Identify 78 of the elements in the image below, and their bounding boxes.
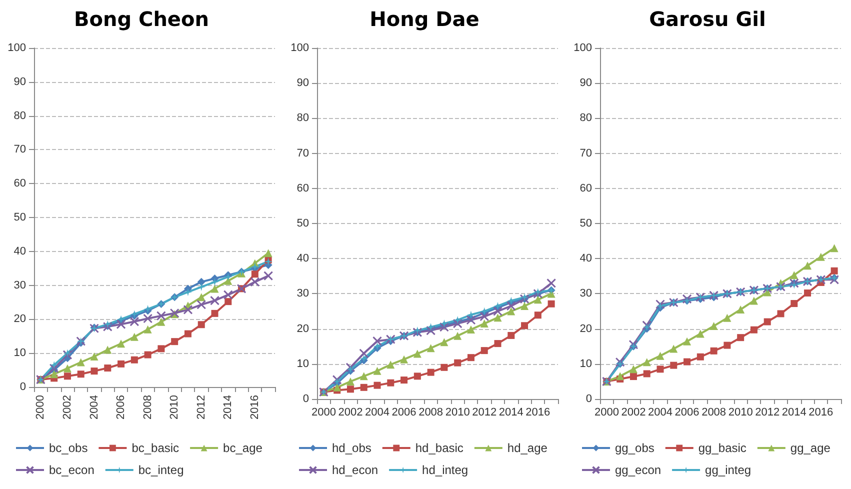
- x-tick-label: 2010: [728, 406, 753, 418]
- x-tick-label: 2006: [392, 406, 416, 418]
- x-tick-label: 2006: [115, 395, 128, 420]
- y-tick-label: 70: [296, 147, 309, 160]
- x-tick-label: 2010: [445, 406, 470, 418]
- legend-label: hd_integ: [422, 463, 468, 477]
- x-tick-label: 2012: [472, 406, 497, 418]
- y-tick-label: 10: [14, 347, 26, 360]
- y-tick-label: 80: [14, 110, 26, 122]
- y-tick-label: 60: [296, 182, 309, 194]
- x-tick-label: 2008: [702, 406, 726, 418]
- legend-label: gg_econ: [615, 463, 662, 477]
- y-tick-label: 0: [20, 381, 26, 393]
- y-tick-label: 40: [296, 252, 309, 265]
- x-tick-label: 2004: [365, 406, 390, 418]
- y-tick-label: 60: [14, 178, 26, 190]
- y-tick-label: 100: [290, 42, 309, 54]
- legend-label: hd_obs: [332, 441, 372, 455]
- y-tick-label: 90: [580, 77, 592, 90]
- legend-label: hd_econ: [332, 463, 378, 477]
- legend-label: gg_age: [790, 441, 831, 455]
- y-tick-label: 10: [580, 358, 592, 370]
- x-tick-label: 2014: [222, 395, 234, 420]
- y-tick-label: 50: [296, 218, 309, 230]
- x-tick-label: 2004: [88, 395, 100, 420]
- x-tick-label: 2002: [621, 406, 646, 418]
- y-tick-label: 80: [296, 112, 309, 124]
- x-tick-label: 2014: [498, 406, 524, 418]
- legend-label: bc_age: [223, 441, 263, 455]
- x-tick-label: 2000: [594, 406, 619, 418]
- y-tick-label: 60: [580, 182, 592, 194]
- legend-label: bc_obs: [49, 441, 88, 455]
- y-tick-label: 40: [14, 245, 26, 258]
- legend-label: gg_obs: [615, 441, 654, 455]
- x-tick-label: 2002: [338, 406, 363, 418]
- x-tick-label: 2016: [808, 406, 834, 418]
- x-tick-label: 2010: [168, 395, 181, 420]
- legend-label: gg_integ: [705, 463, 752, 477]
- y-tick-label: 30: [14, 279, 26, 292]
- x-tick-label: 2000: [34, 395, 47, 420]
- y-tick-label: 70: [14, 144, 26, 156]
- y-tick-label: 100: [8, 42, 26, 54]
- legend-label: hd_basic: [415, 441, 464, 455]
- x-tick-label: 2016: [526, 406, 550, 418]
- y-tick-label: 20: [14, 313, 26, 326]
- y-tick-label: 20: [580, 322, 592, 335]
- y-tick-label: 50: [580, 218, 592, 230]
- legend-label: bc_integ: [138, 463, 184, 477]
- x-tick-label: 2014: [782, 406, 806, 418]
- x-tick-label: 2008: [142, 395, 154, 420]
- y-tick-label: 100: [574, 42, 592, 54]
- x-tick-label: 2006: [674, 406, 700, 418]
- x-tick-label: 2004: [648, 406, 672, 418]
- x-tick-label: 2002: [61, 395, 74, 420]
- x-tick-label: 2008: [418, 406, 444, 418]
- legend-label: gg_basic: [698, 441, 746, 455]
- y-tick-label: 10: [296, 358, 309, 370]
- y-tick-label: 30: [580, 288, 592, 300]
- x-tick-label: 2016: [248, 395, 261, 420]
- x-tick-label: 2000: [311, 406, 336, 418]
- y-tick-label: 50: [14, 212, 26, 224]
- y-tick-label: 30: [296, 288, 309, 300]
- y-tick-label: 0: [586, 393, 592, 405]
- y-tick-label: 20: [296, 322, 309, 335]
- x-tick-label: 2012: [755, 406, 780, 418]
- chart-title: Bong Cheon: [74, 7, 209, 31]
- y-tick-label: 0: [302, 393, 309, 405]
- chart-title: Garosu Gil: [649, 7, 766, 31]
- chart-title: Hong Dae: [370, 7, 480, 31]
- legend-label: hd_age: [507, 441, 548, 455]
- y-tick-label: 90: [14, 76, 26, 88]
- x-tick-label: 2012: [195, 395, 208, 420]
- legend-label: bc_basic: [132, 441, 180, 455]
- y-tick-label: 40: [580, 252, 592, 265]
- y-tick-label: 80: [580, 112, 592, 124]
- y-tick-label: 90: [296, 77, 309, 90]
- y-tick-label: 70: [580, 147, 592, 160]
- legend-label: bc_econ: [49, 463, 94, 477]
